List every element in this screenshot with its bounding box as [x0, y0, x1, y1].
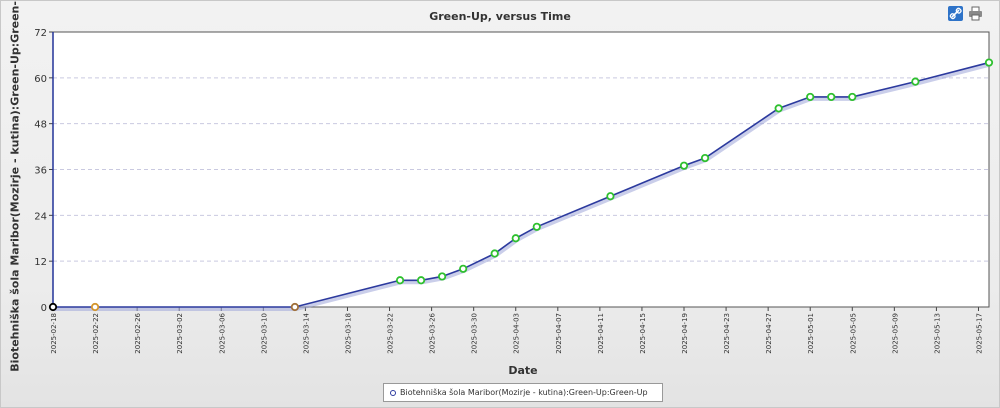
x-tick-label: 2025-03-10: [260, 313, 268, 354]
x-tick-label: 2025-05-05: [849, 313, 857, 354]
x-tick-label: 2025-03-26: [429, 312, 437, 353]
data-point: [848, 92, 857, 102]
x-tick-label: 2025-05-01: [807, 313, 815, 354]
y-tick-label: 12: [34, 257, 47, 268]
data-point: [984, 58, 994, 67]
x-tick-label: 2025-05-13: [933, 313, 941, 354]
chart-title: Green-Up, versus Time: [429, 10, 571, 23]
x-tick-label: 2025-04-19: [681, 313, 689, 354]
data-point: [606, 192, 615, 201]
data-point: [700, 153, 710, 163]
printer-icon: [969, 6, 982, 21]
data-point: [459, 264, 468, 273]
legend-marker: [390, 389, 396, 396]
x-tick-label: 2025-04-15: [639, 313, 647, 354]
legend[interactable]: Biotehniška šola Maribor(Mozirje - kutin…: [383, 383, 663, 402]
y-axis-label: Biotehniška šola Maribor(Mozirje - kutin…: [8, 0, 22, 372]
x-tick-label: 2025-02-22: [92, 313, 100, 354]
y-tick-label: 0: [41, 303, 47, 314]
x-tick-label: 2025-03-22: [387, 313, 395, 354]
x-tick-label: 2025-04-27: [765, 313, 773, 354]
x-tick-label: 2025-03-14: [302, 312, 310, 353]
y-tick-label: 48: [34, 120, 47, 131]
data-point: [774, 104, 783, 113]
x-tick-label: 2025-04-03: [513, 313, 521, 354]
y-tick-label: 24: [34, 211, 47, 222]
data-point: [911, 77, 920, 86]
data-point: [806, 92, 815, 102]
x-tick-label: 2025-02-18: [50, 313, 58, 354]
data-point: [395, 276, 405, 285]
data-point: [827, 92, 836, 102]
data-point: [532, 222, 541, 231]
x-tick-label: 2025-04-07: [555, 313, 563, 354]
data-point: [48, 302, 58, 312]
y-tick-label: 36: [34, 166, 47, 177]
link-button[interactable]: [948, 6, 963, 21]
link-icon: [949, 7, 962, 20]
data-point: [679, 161, 689, 170]
data-point: [290, 302, 299, 312]
x-tick-label: 2025-03-30: [471, 313, 479, 354]
x-tick-label: 2025-04-11: [597, 313, 605, 354]
data-point: [511, 234, 520, 243]
legend-label: Biotehniška šola Maribor(Mozirje - kutin…: [400, 388, 648, 397]
x-tick-label: 2025-02-26: [134, 312, 142, 353]
data-point: [416, 276, 426, 285]
y-tick-label: 60: [34, 74, 47, 85]
x-tick-label: 2025-04-23: [723, 313, 731, 354]
data-point: [90, 302, 100, 312]
data-point: [490, 249, 499, 258]
x-tick-label: 2025-03-02: [176, 313, 184, 354]
x-tick-label: 2025-05-09: [891, 313, 899, 354]
x-tick-label: 2025-03-18: [344, 313, 352, 354]
x-tick-label: 2025-05-17: [975, 313, 983, 354]
x-tick-label: 2025-03-06: [218, 312, 226, 353]
x-axis-label: Date: [508, 364, 538, 377]
y-tick-label: 72: [34, 28, 47, 39]
print-button[interactable]: [968, 6, 983, 21]
data-point: [438, 272, 447, 281]
